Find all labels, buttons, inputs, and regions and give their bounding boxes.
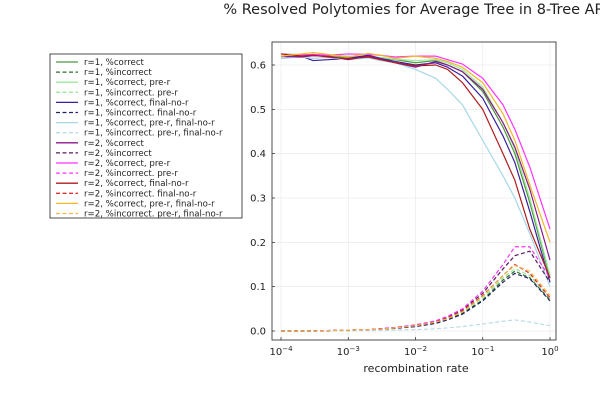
y-tick-label: 0.4 (250, 149, 266, 160)
legend-label: r=1, %incorrect. pre-r (84, 88, 178, 98)
legend-label: r=2, %correct, pre-r (84, 159, 171, 169)
legend-label: r=1, %correct, pre-r, final-no-r (84, 119, 215, 129)
y-tick-label: 0.2 (250, 238, 266, 249)
axis-ticks: 10−4 10−3 10−2 10−1 100 0.0 0.1 0.2 0.3 0.4 0.5 0.6 (250, 61, 559, 359)
legend-label: r=1, %correct (84, 58, 145, 68)
legend-label: r=1, %incorrect. pre-r, final-no-r (84, 129, 223, 139)
y-tick-label: 0.0 (250, 327, 266, 338)
series-line (281, 264, 551, 332)
legend-label: r=2, %correct, pre-r, final-no-r (84, 199, 215, 209)
legend-label: r=2, %correct, final-no-r (84, 179, 189, 189)
legend-label: r=2, %incorrect. pre-r, final-no-r (84, 210, 223, 220)
x-tick-label: 10−1 (471, 345, 494, 358)
x-tick-label: 10−4 (269, 345, 293, 358)
legend-box (49, 53, 243, 219)
legend-label: r=1, %incorrect. final-no-r (84, 109, 197, 119)
legend-label: r=2, %incorrect. pre-r (84, 169, 178, 179)
legend-label: r=2, %correct (84, 139, 145, 149)
y-tick-label: 0.3 (250, 194, 266, 205)
grid-lines (272, 42, 556, 340)
legend-label: r=2, %incorrect. final-no-r (84, 189, 197, 199)
x-tick-label: 100 (541, 345, 558, 358)
series-line (280, 54, 551, 283)
legend-label: r=1, %correct, final-no-r (84, 98, 189, 108)
legend-label: r=1, %correct, pre-r (84, 78, 171, 88)
chart-title: % Resolved Polytomies for Average Tree i… (223, 2, 600, 18)
series-line (280, 51, 551, 243)
x-tick-label: 10−3 (337, 345, 360, 358)
series-line (280, 53, 551, 279)
y-tick-label: 0.5 (250, 105, 266, 116)
y-tick-label: 0.1 (250, 282, 266, 293)
y-tick-label: 0.6 (250, 61, 266, 72)
legend-label: r=1, %incorrect (84, 68, 152, 78)
x-axis-label: recombination rate (363, 362, 468, 375)
series-layer (280, 51, 551, 332)
legend-label: r=2, %incorrect (84, 149, 152, 159)
plot-frame (271, 41, 557, 341)
x-tick-label: 10−2 (404, 345, 427, 358)
series-line (280, 56, 551, 287)
